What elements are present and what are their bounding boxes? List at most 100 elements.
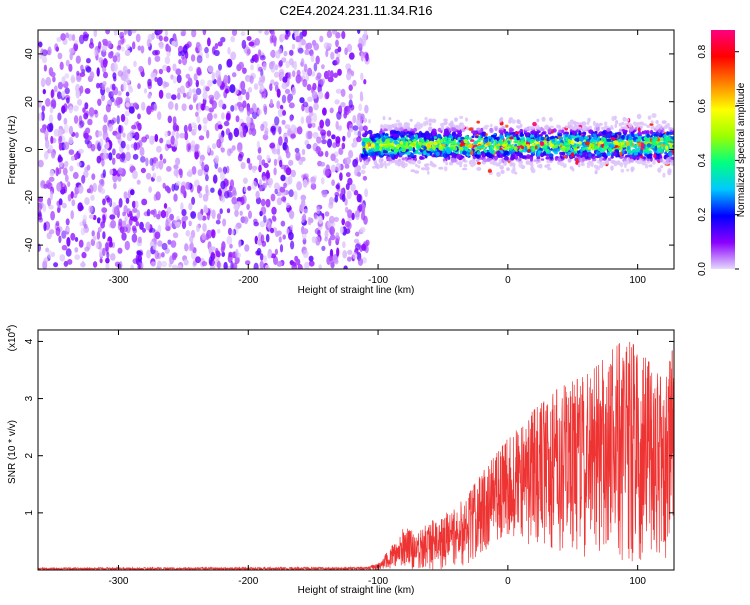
heatmap-cell: [117, 90, 122, 96]
heatmap-cell: [197, 213, 203, 221]
heatmap-cell: [140, 156, 146, 163]
heatmap-cell: [226, 58, 233, 68]
heatmap-cell: [188, 202, 193, 211]
heatmap-cell: [530, 138, 535, 144]
heatmap-cell: [534, 133, 538, 139]
heatmap-cell: [59, 254, 66, 262]
heatmap-cell: [152, 172, 157, 179]
heatmap-cell: [397, 163, 401, 167]
heatmap-cell: [141, 101, 146, 111]
heatmap-cell: [594, 145, 599, 150]
heatmap-cell: [375, 147, 380, 152]
heatmap-cell: [465, 135, 469, 140]
heatmap-cell: [625, 141, 630, 146]
heatmap-cell: [204, 46, 209, 54]
heatmap-cell: [253, 54, 258, 63]
heatmap-cell: [571, 131, 577, 136]
heatmap-cell: [592, 139, 597, 143]
heatmap-cell: [293, 190, 298, 201]
heatmap-cell: [544, 164, 549, 168]
heatmap-cell: [237, 153, 243, 162]
heatmap-cell: [415, 149, 419, 155]
heatmap-cell: [494, 127, 498, 132]
heatmap-cell: [587, 117, 591, 123]
heatmap-cell: [73, 105, 79, 112]
heatmap-cell: [197, 169, 203, 177]
heatmap-cell: [114, 261, 121, 267]
heatmap-cell: [265, 218, 271, 228]
heatmap-cell: [536, 156, 541, 160]
heatmap-cell: [528, 125, 532, 131]
heatmap-cell: [64, 87, 70, 95]
heatmap-cell: [71, 34, 76, 42]
heatmap-cell: [308, 106, 313, 113]
heatmap-cell: [127, 30, 133, 37]
heatmap-cell: [176, 125, 180, 132]
heatmap-cell: [440, 126, 445, 131]
heatmap-cell: [89, 184, 94, 194]
heatmap-cell: [328, 202, 334, 209]
heatmap-cell: [524, 145, 528, 151]
heatmap-cell: [448, 135, 453, 138]
heatmap-cell: [595, 126, 600, 132]
heatmap-cell: [554, 156, 559, 161]
heatmap-cell: [600, 137, 606, 142]
heatmap-cell: [98, 57, 103, 64]
heatmap-cell: [445, 147, 451, 153]
heatmap-cell: [208, 256, 213, 266]
heatmap-cell: [245, 91, 250, 101]
heatmap-cell: [364, 146, 370, 150]
heatmap-cell: [362, 175, 368, 181]
heatmap-cell: [133, 60, 137, 67]
heatmap-cell: [226, 148, 232, 157]
heatmap-cell: [641, 161, 647, 166]
heatmap-cell: [155, 191, 161, 201]
heatmap-cell: [231, 196, 237, 205]
colorbar-gradient: [711, 30, 735, 269]
heatmap-cell: [185, 181, 191, 190]
heatmap-cell: [67, 194, 72, 202]
heatmap-cell: [258, 179, 263, 186]
heatmap-cell: [384, 163, 388, 169]
heatmap-cell: [619, 139, 623, 143]
heatmap-cell: [504, 139, 508, 145]
heatmap-cell: [584, 125, 588, 131]
heatmap-cell: [116, 45, 122, 51]
heatmap-cell: [650, 120, 654, 124]
heatmap-cell: [462, 157, 466, 162]
heatmap-cell: [52, 76, 56, 83]
heatmap-cell: [105, 103, 111, 113]
heatmap-cell: [520, 136, 526, 141]
heatmap-cell: [316, 72, 322, 79]
heatmap-cell: [451, 152, 455, 157]
heatmap-cell: [238, 239, 242, 248]
heatmap-cell: [96, 82, 100, 89]
heatmap-cell: [167, 239, 172, 245]
heatmap-y-label: Frequency (Hz): [7, 116, 18, 185]
heatmap-cell: [117, 247, 123, 254]
heatmap-cell: [496, 171, 501, 177]
heatmap-cell: [53, 128, 60, 137]
heatmap-cell: [420, 134, 426, 138]
heatmap-cell: [549, 125, 554, 129]
heatmap-cell: [401, 157, 406, 161]
heatmap-cell: [136, 250, 141, 256]
heatmap-cell: [476, 120, 481, 124]
heatmap-cell: [437, 133, 441, 138]
heatmap-cell: [396, 119, 400, 123]
heatmap-cell: [221, 196, 226, 203]
heatmap-cell: [134, 131, 140, 141]
heatmap-cell: [297, 47, 304, 54]
heatmap-cell: [375, 140, 380, 144]
heatmap-cell: [220, 36, 226, 43]
heatmap-cell: [171, 130, 176, 137]
heatmap-cell: [315, 145, 321, 155]
heatmap-cell: [633, 135, 637, 141]
heatmap-cell: [80, 64, 84, 72]
heatmap-cell: [440, 139, 444, 144]
heatmap-cell: [616, 160, 621, 166]
heatmap-cell: [252, 167, 256, 173]
heatmap-cell: [70, 155, 75, 161]
heatmap-cell: [365, 143, 369, 148]
